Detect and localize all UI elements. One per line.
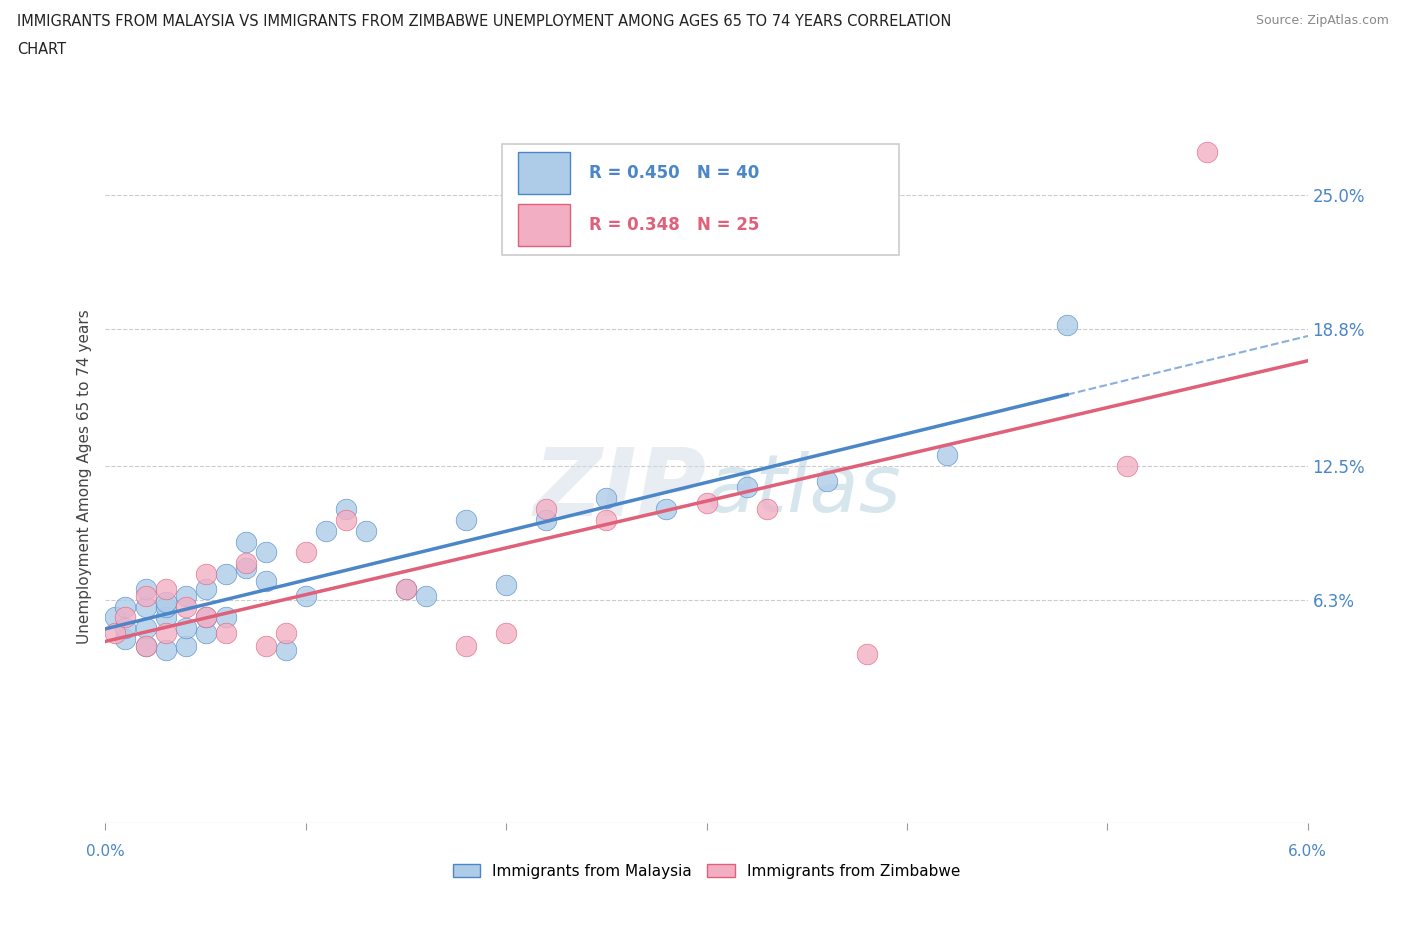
Point: [155, 643, 177, 658]
Point: [295, 589, 318, 604]
Point: [1116, 458, 1139, 473]
Point: [735, 480, 758, 495]
Point: [295, 545, 318, 560]
Text: 0.0%: 0.0%: [86, 844, 125, 859]
Legend: Immigrants from Malaysia, Immigrants from Zimbabwe: Immigrants from Malaysia, Immigrants fro…: [447, 857, 966, 884]
Point: [135, 638, 157, 653]
Y-axis label: Unemployment Among Ages 65 to 74 years: Unemployment Among Ages 65 to 74 years: [77, 310, 93, 644]
Point: [1056, 318, 1078, 333]
Text: IMMIGRANTS FROM MALAYSIA VS IMMIGRANTS FROM ZIMBABWE UNEMPLOYMENT AMONG AGES 65 : IMMIGRANTS FROM MALAYSIA VS IMMIGRANTS F…: [17, 14, 952, 29]
Point: [335, 512, 357, 527]
Point: [395, 582, 418, 597]
Point: [174, 599, 197, 614]
Point: [214, 566, 236, 581]
Point: [534, 501, 557, 516]
Point: [174, 589, 197, 604]
Point: [194, 582, 217, 597]
Point: [454, 512, 477, 527]
Point: [155, 595, 177, 610]
Text: CHART: CHART: [17, 42, 66, 57]
Point: [655, 501, 678, 516]
Point: [174, 620, 197, 635]
Point: [114, 620, 136, 635]
Point: [254, 545, 277, 560]
Point: [855, 646, 877, 661]
Text: atlas: atlas: [707, 451, 901, 529]
Point: [254, 638, 277, 653]
Point: [235, 556, 257, 571]
Point: [534, 512, 557, 527]
Point: [755, 501, 778, 516]
Point: [395, 582, 418, 597]
Point: [415, 589, 437, 604]
Point: [155, 610, 177, 625]
Point: [315, 524, 337, 538]
Point: [595, 491, 617, 506]
Text: ZIP: ZIP: [534, 445, 707, 537]
Point: [135, 638, 157, 653]
Point: [274, 625, 297, 640]
Point: [194, 610, 217, 625]
Point: [135, 589, 157, 604]
Point: [235, 534, 257, 549]
Point: [104, 625, 127, 640]
Point: [595, 512, 617, 527]
Point: [155, 582, 177, 597]
Point: [114, 631, 136, 646]
Point: [135, 582, 157, 597]
Point: [495, 578, 517, 592]
Point: [104, 610, 127, 625]
Point: [354, 524, 377, 538]
Point: [114, 610, 136, 625]
Point: [254, 573, 277, 588]
Point: [194, 566, 217, 581]
Point: [815, 473, 838, 488]
Point: [235, 560, 257, 575]
Point: [335, 501, 357, 516]
Point: [214, 610, 236, 625]
Point: [155, 625, 177, 640]
Point: [1197, 144, 1219, 159]
Point: [194, 610, 217, 625]
Point: [214, 625, 236, 640]
Point: [936, 447, 959, 462]
Point: [274, 643, 297, 658]
Point: [135, 599, 157, 614]
Point: [135, 620, 157, 635]
Point: [155, 599, 177, 614]
Text: 6.0%: 6.0%: [1288, 844, 1327, 859]
Text: Source: ZipAtlas.com: Source: ZipAtlas.com: [1256, 14, 1389, 27]
Point: [696, 495, 718, 510]
Point: [174, 638, 197, 653]
Point: [454, 638, 477, 653]
Point: [114, 599, 136, 614]
Point: [194, 625, 217, 640]
Point: [495, 625, 517, 640]
